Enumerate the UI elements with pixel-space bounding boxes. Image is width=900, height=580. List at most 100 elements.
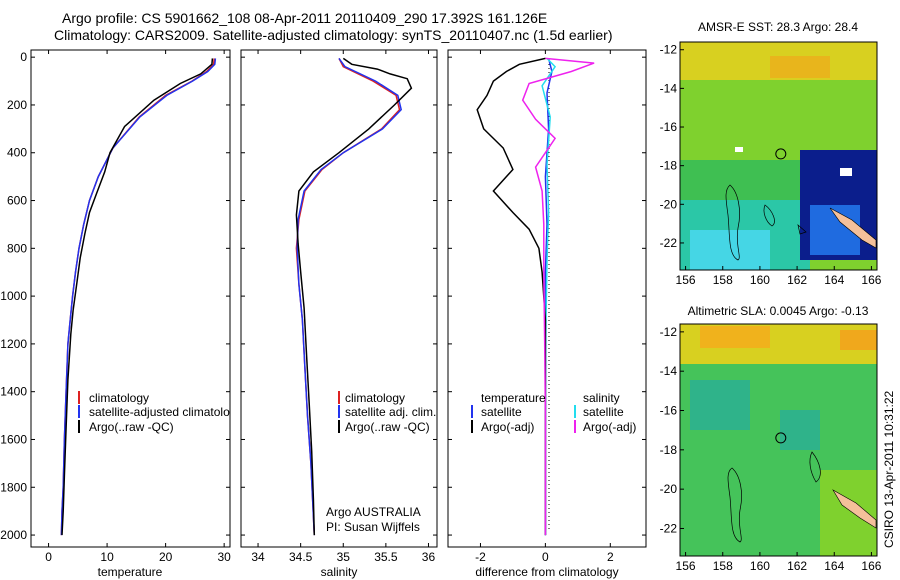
legend-label-argo: Argo(..raw -QC) <box>89 420 174 434</box>
difference-temperature-argo-line <box>476 57 547 536</box>
legend-label-argo: Argo(..raw -QC) <box>345 420 430 434</box>
difference-depth-ticks <box>448 56 646 536</box>
sst-map-title: AMSR-E SST: 28.3 Argo: 28.4 <box>698 20 858 34</box>
x-tick-label: 35 <box>337 550 351 564</box>
map-x-tick-label: 160 <box>750 273 770 287</box>
sla-orange-patch-2 <box>840 330 877 350</box>
map-x-tick-label: 158 <box>713 273 733 287</box>
map-y-tick-label: -12 <box>660 325 678 339</box>
map-y-tick-label: -16 <box>660 404 678 418</box>
chart-title-line1: Argo profile: CS 5901662_108 08-Apr-2011… <box>62 10 548 26</box>
y-tick-label: 800 <box>7 241 27 255</box>
sst-map-axes: 156 158 160 162 164 166 -12 -14 -16 -18 -20 -22 <box>660 43 882 287</box>
temperature-x-axis: 0 10 20 30 <box>45 50 231 564</box>
difference-x-axis: -2 0 2 <box>475 50 614 564</box>
x-tick-label: 20 <box>159 550 173 564</box>
temperature-legend: climatology satellite-adjusted climatolo… <box>78 391 242 434</box>
map-y-tick-label: -14 <box>660 364 678 378</box>
temperature-satellite-adjusted-line <box>60 58 217 536</box>
map-x-tick-label: 158 <box>713 559 733 573</box>
salinity-legend: climatology satellite adj. clim. Argo(..… <box>338 391 436 434</box>
y-tick-label: 2000 <box>0 528 27 542</box>
x-tick-label: 34.5 <box>289 550 313 564</box>
sla-map <box>679 323 878 557</box>
map-y-tick-label: -22 <box>660 236 678 250</box>
map-x-tick-label: 164 <box>824 559 844 573</box>
map-x-tick-label: 156 <box>676 559 696 573</box>
salinity-x-axis: 34 34.5 35 35.5 36 <box>251 50 435 564</box>
difference-axis-label: difference from climatology <box>475 565 618 579</box>
sst-map <box>679 41 878 271</box>
salinity-satellite-adjusted-line <box>296 57 403 536</box>
side-timestamp-label: CSIRO 13-Apr-2011 10:31:22 <box>882 390 896 548</box>
temperature-argo-line <box>61 58 214 536</box>
y-tick-label: 1200 <box>0 337 27 351</box>
map-x-tick-label: 162 <box>787 559 807 573</box>
salinity-argo-line <box>295 57 413 536</box>
reef-contour-2 <box>809 451 821 483</box>
legend-label-climatology: climatology <box>89 391 149 405</box>
y-tick-label: 400 <box>7 146 27 160</box>
sla-map-axes: 156 158 160 162 164 166 -12 -14 -16 -18 -20 -22 <box>660 325 882 573</box>
map-y-tick-label: -20 <box>660 197 678 211</box>
map-x-tick-label: 166 <box>861 559 881 573</box>
map-x-tick-label: 162 <box>787 273 807 287</box>
argo-position-marker <box>775 148 787 160</box>
y-tick-label: 1600 <box>0 432 27 446</box>
sst-green-band <box>680 160 800 200</box>
x-tick-label: 2 <box>607 550 614 564</box>
vanuatu-reef-contour <box>725 184 740 261</box>
legend-label-climatology: climatology <box>345 391 405 405</box>
sla-map-title: Altimetric SLA: 0.0045 Argo: -0.13 <box>688 304 869 318</box>
map-y-tick-label: -18 <box>660 443 678 457</box>
new-caledonia-island <box>832 489 877 529</box>
legend-title-salinity: salinity <box>583 391 620 405</box>
sst-map-frame <box>679 41 878 271</box>
x-tick-label: 0 <box>542 550 549 564</box>
map-y-tick-label: -18 <box>660 159 678 173</box>
map-x-tick-label: 160 <box>750 559 770 573</box>
temperature-axis-label: temperature <box>98 565 163 579</box>
legend-label-sal-argo: Argo(-adj) <box>583 420 636 434</box>
sst-cyan-patch <box>690 230 770 270</box>
reef-contour-2 <box>763 204 775 227</box>
temperature-panel-frame <box>30 49 231 548</box>
salinity-axis-label: salinity <box>321 565 358 579</box>
legend-label-temp-satellite: satellite <box>481 405 522 419</box>
map-y-tick-label: -22 <box>660 521 678 535</box>
depth-axis: 0 200 400 600 800 1000 1200 1400 1600 1800 2000 <box>0 50 230 542</box>
x-tick-label: 30 <box>217 550 231 564</box>
y-tick-label: 1800 <box>0 480 27 494</box>
vanuatu-reef-contour <box>727 467 742 543</box>
map-y-tick-label: -20 <box>660 482 678 496</box>
sst-missing-cell-2 <box>840 168 852 176</box>
chart-title-line2: Climatology: CARS2009. Satellite-adjuste… <box>54 27 613 43</box>
map-x-tick-label: 166 <box>861 273 881 287</box>
y-tick-label: 1000 <box>0 289 27 303</box>
y-tick-label: 0 <box>20 50 27 64</box>
x-tick-label: 35.5 <box>374 550 398 564</box>
sla-teal-patch <box>690 380 750 430</box>
difference-salinity-argo-line <box>521 57 595 536</box>
x-tick-label: -2 <box>475 550 486 564</box>
x-tick-label: 36 <box>422 550 436 564</box>
y-tick-label: 1400 <box>0 385 27 399</box>
sla-orange-patch <box>700 326 770 348</box>
map-x-tick-label: 164 <box>824 273 844 287</box>
difference-panel-frame <box>447 49 647 548</box>
sst-warm-patch <box>770 56 830 78</box>
argo-position-marker <box>775 432 787 444</box>
legend-label-temp-argo: Argo(-adj) <box>481 420 534 434</box>
x-tick-label: 0 <box>45 550 52 564</box>
map-x-tick-label: 156 <box>676 273 696 287</box>
map-y-tick-label: -14 <box>660 81 678 95</box>
difference-legend: temperature salinity satellite Argo(-adj… <box>471 391 636 434</box>
legend-label-sal-satellite: satellite <box>583 405 624 419</box>
temperature-climatology-line <box>60 58 215 536</box>
map-y-tick-label: -12 <box>660 43 678 57</box>
legend-title-temperature: temperature <box>481 391 546 405</box>
sla-map-frame <box>679 323 878 557</box>
sst-missing-cell-1 <box>735 147 743 152</box>
legend-label-satellite-adjusted: satellite-adjusted climatology <box>89 405 242 419</box>
reef-contour-3 <box>797 224 807 235</box>
